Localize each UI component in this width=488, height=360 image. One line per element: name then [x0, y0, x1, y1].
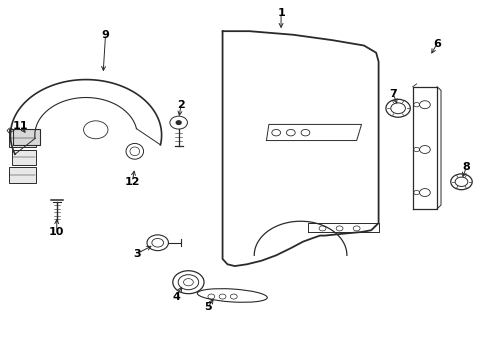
Text: 1: 1 [277, 8, 285, 18]
Text: 12: 12 [124, 177, 140, 187]
Text: 8: 8 [462, 162, 469, 172]
Text: 6: 6 [432, 39, 440, 49]
Text: 11: 11 [12, 121, 28, 131]
Text: 10: 10 [49, 227, 64, 237]
FancyBboxPatch shape [9, 129, 36, 147]
Text: 3: 3 [133, 248, 141, 258]
Text: 5: 5 [203, 302, 211, 312]
Text: 2: 2 [177, 100, 184, 110]
FancyBboxPatch shape [13, 129, 40, 145]
Circle shape [176, 121, 181, 125]
FancyBboxPatch shape [12, 149, 36, 165]
Text: 9: 9 [102, 30, 109, 40]
Text: 4: 4 [172, 292, 180, 302]
FancyBboxPatch shape [9, 167, 36, 183]
Text: 7: 7 [388, 89, 396, 99]
